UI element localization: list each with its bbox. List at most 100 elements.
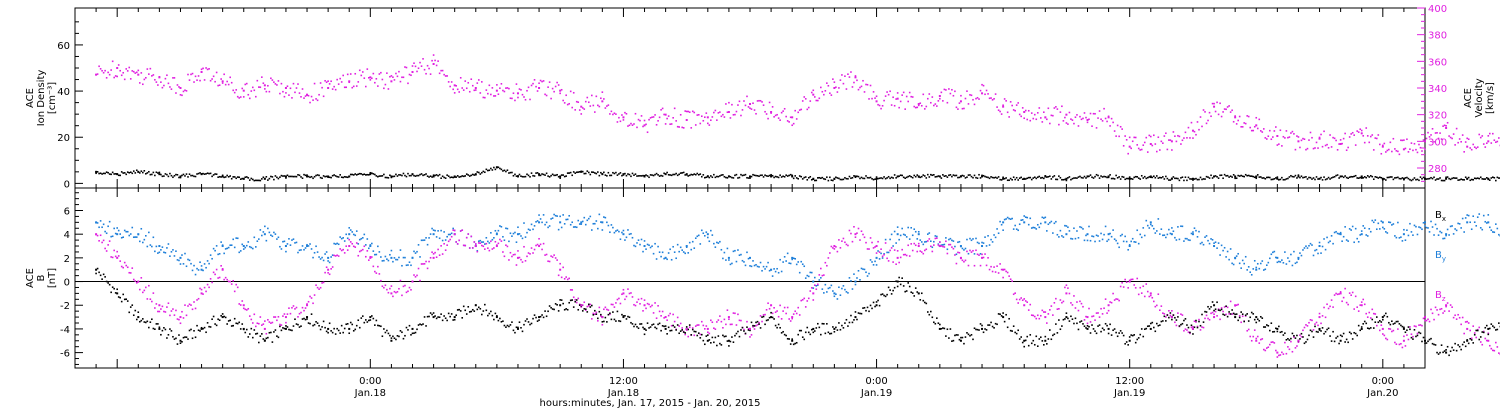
bx-point	[720, 344, 723, 346]
velocity-point	[232, 89, 235, 92]
density-point	[872, 178, 875, 181]
velocity-point	[607, 104, 610, 106]
by-point	[679, 246, 682, 249]
bx-point	[330, 330, 332, 332]
density-point	[1178, 179, 1181, 182]
bx-point	[157, 323, 159, 325]
bz-point	[1476, 328, 1479, 331]
velocity-point	[598, 105, 601, 108]
velocity-point	[889, 90, 891, 93]
velocity-point	[914, 106, 917, 109]
velocity-point	[551, 87, 554, 90]
bz-point	[710, 319, 712, 322]
velocity-point	[824, 90, 827, 92]
by-point	[1449, 225, 1452, 228]
bx-point	[526, 318, 528, 320]
bz-point	[841, 240, 843, 242]
bz-point	[220, 265, 222, 267]
by-point	[206, 260, 209, 262]
by-point	[1269, 257, 1271, 260]
bz-point	[1056, 308, 1059, 310]
bz-point	[122, 266, 125, 269]
by-point	[813, 276, 816, 279]
density-point	[407, 172, 409, 175]
by-point	[1023, 215, 1026, 217]
density-point	[1205, 175, 1208, 178]
density-point	[361, 173, 364, 176]
velocity-point	[1127, 152, 1129, 155]
bx-point	[166, 337, 168, 339]
velocity-point	[160, 81, 162, 83]
bz-point	[1344, 287, 1346, 290]
by-point	[663, 257, 665, 260]
velocity-point	[1371, 134, 1374, 136]
density-point	[1083, 175, 1086, 178]
velocity-point	[188, 79, 191, 81]
by-point	[1382, 226, 1384, 229]
bx-point	[547, 310, 549, 313]
density-point	[426, 175, 429, 177]
bx-point	[392, 335, 394, 338]
velocity-point	[1482, 143, 1485, 145]
bz-point	[434, 251, 436, 254]
density-point	[1272, 178, 1274, 181]
bz-point	[1168, 310, 1170, 312]
density-point	[557, 175, 560, 178]
bz-point	[437, 248, 439, 251]
by-point	[1070, 237, 1072, 240]
by-point	[982, 242, 985, 244]
bx-point	[221, 313, 224, 315]
velocity-point	[1059, 111, 1062, 113]
bz-point	[276, 319, 278, 322]
velocity-point	[1372, 149, 1375, 151]
density-point	[743, 174, 745, 176]
bx-point	[211, 318, 213, 321]
velocity-point	[375, 77, 378, 80]
velocity-point	[931, 96, 934, 98]
density-point	[1190, 178, 1193, 180]
velocity-point	[1021, 107, 1024, 109]
bz-point	[255, 325, 257, 328]
bz-point	[812, 299, 815, 301]
velocity-point	[401, 76, 403, 79]
velocity-point	[1076, 114, 1078, 116]
density-point	[1043, 177, 1045, 180]
density-point	[1104, 175, 1107, 178]
bx-point	[389, 334, 391, 337]
velocity-point	[920, 104, 923, 107]
by-point	[899, 234, 902, 237]
density-point	[267, 179, 269, 181]
velocity-point	[377, 85, 379, 87]
by-point	[146, 245, 149, 248]
density-point	[1464, 176, 1467, 179]
bz-point	[493, 247, 495, 249]
velocity-point	[267, 84, 269, 87]
by-point	[1098, 240, 1101, 242]
bx-point	[369, 319, 372, 321]
velocity-point	[1269, 129, 1271, 132]
bx-point	[407, 329, 409, 331]
density-point	[729, 175, 732, 178]
density-point	[1115, 174, 1117, 177]
bx-point	[746, 326, 748, 328]
density-point	[167, 175, 170, 178]
bx-point	[565, 308, 567, 310]
velocity-point	[324, 79, 326, 82]
by-point	[500, 225, 503, 228]
bx-point	[654, 326, 656, 329]
density-point	[734, 174, 736, 177]
bz-point	[728, 318, 730, 321]
by-point	[1246, 269, 1249, 271]
density-point	[1005, 177, 1007, 179]
bz-point	[398, 287, 400, 290]
bx-point	[560, 299, 563, 301]
bx-point	[416, 328, 418, 331]
velocity-point	[1023, 117, 1026, 120]
density-point	[138, 172, 141, 174]
velocity-point	[1165, 132, 1167, 135]
velocity-point	[770, 112, 772, 114]
density-point	[815, 179, 818, 182]
bz-point	[383, 286, 385, 289]
density-point	[479, 173, 482, 175]
by-point	[759, 261, 762, 264]
